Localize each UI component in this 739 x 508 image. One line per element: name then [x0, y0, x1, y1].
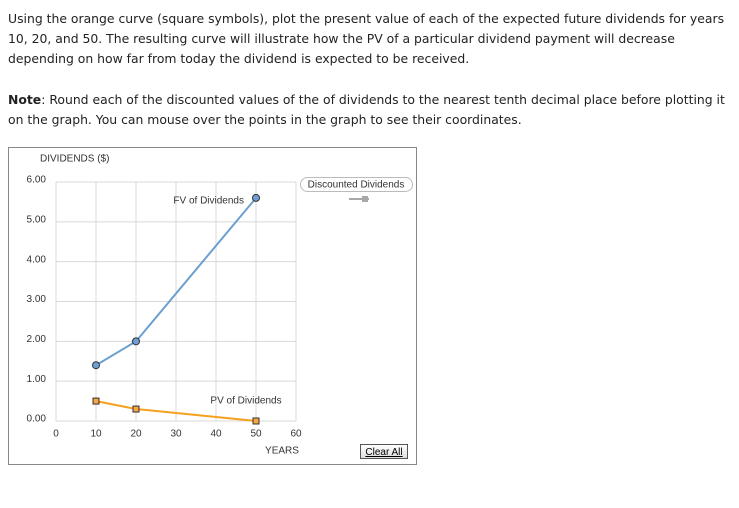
note: Note: Round each of the discounted value…	[8, 90, 726, 130]
point	[132, 405, 140, 413]
y-tick-label: 6.00	[27, 175, 47, 186]
legend-box	[300, 177, 413, 192]
legend-marker	[362, 196, 368, 202]
y-tick-label: 4.00	[27, 254, 47, 265]
annotation: PV of Dividends	[210, 396, 281, 407]
y-tick-label: 3.00	[27, 294, 47, 305]
y-axis-title: DIVIDENDS ($)	[40, 154, 109, 165]
y-tick-label: 1.00	[27, 374, 47, 385]
y-tick-label: 0.00	[27, 414, 47, 425]
point	[92, 361, 100, 370]
note-text: : Round each of the discounted values of…	[8, 92, 725, 127]
note-label: Note	[8, 92, 42, 107]
x-tick-label: 40	[210, 429, 222, 440]
point	[132, 337, 140, 346]
point	[92, 397, 100, 405]
x-tick-label: 20	[130, 429, 142, 440]
x-axis-title: YEARS	[265, 446, 299, 457]
x-tick-label: 10	[90, 429, 102, 440]
y-tick-label: 2.00	[27, 334, 47, 345]
series-label: FV of Dividends	[173, 196, 244, 207]
clear-all-button[interactable]: Clear All	[360, 444, 408, 459]
legend-label: Discounted Dividends	[308, 180, 405, 191]
point	[252, 193, 260, 202]
chart-frame	[8, 147, 417, 465]
x-tick-label: 50	[250, 429, 262, 440]
point	[252, 417, 260, 425]
instructions: Using the orange curve (square symbols),…	[8, 11, 725, 66]
x-tick-label: 0	[53, 429, 59, 440]
x-tick-label: 60	[290, 429, 302, 440]
y-tick-label: 5.00	[27, 214, 47, 225]
x-tick-label: 30	[170, 429, 182, 440]
